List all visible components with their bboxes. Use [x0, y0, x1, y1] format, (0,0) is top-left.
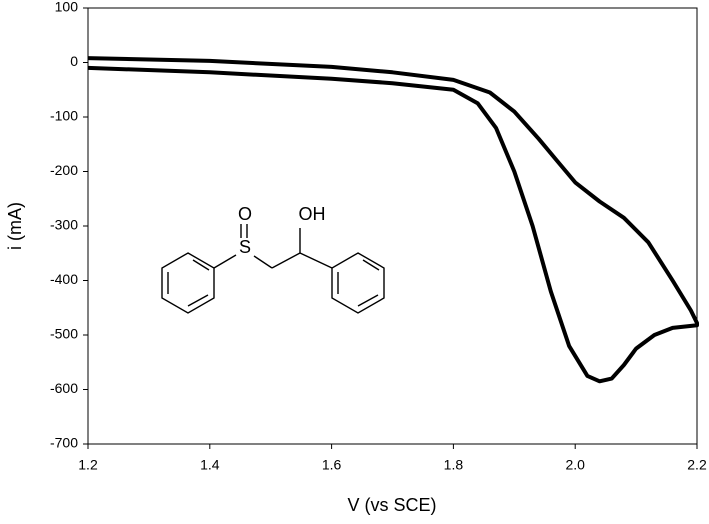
bond — [213, 254, 237, 269]
x-tick-label: 1.4 — [200, 457, 220, 473]
atom-label: OH — [299, 204, 326, 224]
y-tick-label: -700 — [50, 435, 78, 451]
y-tick-label: 100 — [55, 0, 79, 15]
atom-label: O — [238, 204, 252, 224]
bond — [271, 252, 301, 269]
atom-label: S — [239, 237, 251, 257]
bond — [253, 255, 273, 269]
y-tick-label: -600 — [50, 380, 78, 396]
x-tick-label: 2.2 — [687, 457, 707, 473]
y-tick-label: -200 — [50, 162, 78, 178]
y-tick-label: -300 — [50, 217, 78, 233]
bond — [192, 259, 210, 271]
x-tick-label: 1.2 — [78, 457, 98, 473]
molecule-structure — [161, 224, 385, 314]
y-tick-label: -400 — [50, 271, 78, 287]
bond — [299, 252, 333, 269]
x-tick-label: 1.6 — [322, 457, 342, 473]
bond — [187, 294, 209, 307]
cv-curve — [87, 56, 699, 384]
bond — [362, 259, 380, 271]
y-tick-label: -100 — [50, 108, 78, 124]
x-axis-label: V (vs SCE) — [347, 495, 436, 515]
y-tick-label: 0 — [70, 53, 78, 69]
benzene-ring — [161, 252, 215, 314]
x-tick-label: 1.8 — [444, 457, 464, 473]
benzene-ring — [331, 252, 385, 314]
x-tick-label: 2.0 — [565, 457, 585, 473]
y-tick-label: -500 — [50, 326, 78, 342]
bond — [357, 294, 379, 307]
y-axis-label: i (mA) — [5, 202, 25, 250]
